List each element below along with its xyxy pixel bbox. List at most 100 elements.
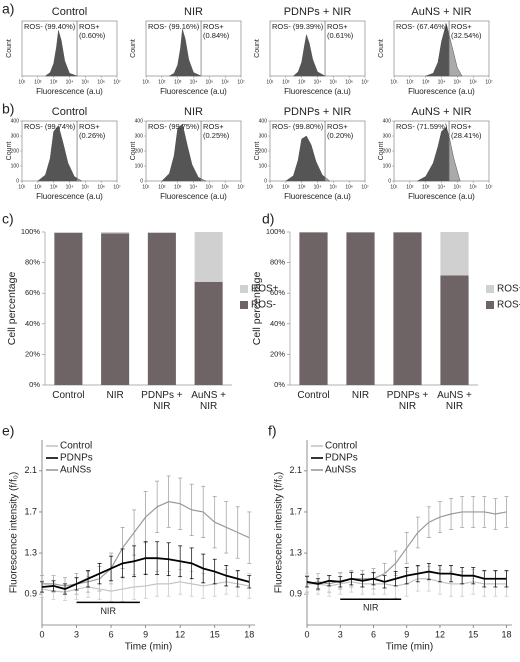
- series-line: [41, 557, 250, 590]
- x-tick-label: 15: [468, 629, 478, 639]
- x-tick-label: 10⁵: [330, 79, 338, 85]
- x-tick-label: 10⁴: [190, 79, 198, 85]
- x-tick-label: 10³: [298, 184, 306, 190]
- y-tick-label: 2.1: [289, 465, 302, 475]
- y-tick-label: 20%: [25, 349, 40, 358]
- y-tick-label: 300: [259, 133, 268, 139]
- legend-swatch: [240, 285, 248, 293]
- x-tick-label: 10⁶: [345, 79, 353, 85]
- gate-label: (0.25%): [203, 131, 230, 140]
- x-tick-label: 9: [404, 629, 409, 639]
- x-tick-label: 10⁷: [485, 79, 493, 85]
- x-tick-label: 10¹: [18, 79, 26, 85]
- x-tick-label: 10¹: [142, 184, 150, 190]
- x-tick-label: 10²: [282, 79, 290, 85]
- y-tick-label: 60%: [25, 288, 40, 297]
- x-tick-label: 10⁴: [438, 184, 446, 190]
- gate-label: ROS+: [327, 22, 348, 31]
- gate-label: ROS+: [451, 122, 472, 131]
- y-axis-label: Fluorescence intensity (f/f₀): [9, 472, 20, 593]
- bar-segment: [101, 232, 130, 234]
- bar-segment: [440, 275, 469, 385]
- x-tick-label: 10⁴: [438, 79, 446, 85]
- x-tick-label: 10⁵: [330, 184, 338, 190]
- panel-label: b): [2, 101, 14, 117]
- x-tick-label: 10⁷: [485, 184, 493, 190]
- x-tick-label-box: PDNPs + NIR: [141, 390, 183, 412]
- y-tick-label: 0.9: [289, 589, 302, 599]
- y-axis-label: Cell percentage: [251, 272, 263, 346]
- bar-segment: [346, 232, 375, 385]
- x-tick-label: PDNPs + NIR: [386, 390, 429, 412]
- x-tick-label: AuNS + NIR: [437, 390, 472, 412]
- x-tick-label: 10²: [406, 184, 414, 190]
- gate-label: (0.20%): [327, 131, 354, 140]
- y-axis-label: Count: [378, 142, 385, 161]
- histogram-area: [168, 29, 202, 77]
- y-tick-label: 200: [11, 148, 20, 154]
- gate-label: (28.41%): [451, 131, 482, 140]
- panel-title: AuNS + NIR: [411, 6, 471, 18]
- y-tick-label: 100%: [21, 227, 41, 236]
- y-tick-label: 100: [11, 163, 20, 169]
- x-axis-label: Fluorescence (a.u): [408, 87, 475, 96]
- x-tick-label: 10⁵: [454, 184, 462, 190]
- x-tick-label: 15: [210, 629, 220, 639]
- x-tick-label-box: Control: [52, 390, 84, 401]
- x-tick-label-box: PDNPs + NIR: [386, 390, 429, 412]
- x-tick-label: 10²: [282, 184, 290, 190]
- x-tick-label: Control: [297, 390, 330, 401]
- x-tick-label: 10³: [50, 79, 58, 85]
- x-axis-label: Time (min): [125, 642, 172, 653]
- x-axis-label: Fluorescence (a.u): [36, 192, 103, 201]
- x-tick-label: 10⁵: [82, 79, 90, 85]
- y-tick-label: 40%: [25, 319, 40, 328]
- panel-title: PDNPs + NIR: [284, 6, 352, 18]
- x-tick-label: 0: [39, 629, 44, 639]
- bar-segment: [299, 232, 328, 385]
- y-tick-label: 1.7: [289, 506, 302, 516]
- panel-title: Control: [52, 106, 87, 118]
- y-tick-label: 200: [259, 148, 268, 154]
- legend-label: AuNSs: [325, 465, 356, 476]
- x-tick-label: 6: [109, 629, 114, 639]
- y-axis-label: Fluorescence intensity (f/f₀): [274, 472, 285, 593]
- x-tick-label-box: AuNS + NIR: [437, 390, 472, 412]
- y-tick-label: 80%: [25, 258, 40, 267]
- y-axis-label: Count: [254, 39, 261, 58]
- bar-segment: [440, 232, 469, 276]
- y-tick-label: 0%: [29, 380, 40, 389]
- gate-label: (0.84%): [203, 31, 230, 40]
- x-axis-label: Fluorescence (a.u): [160, 87, 227, 96]
- gate-label: ROS- (99.80%): [272, 122, 324, 131]
- bar-segment: [194, 232, 223, 282]
- x-tick-label: 10⁴: [66, 184, 74, 190]
- x-tick-label: AuNS + NIR: [191, 390, 226, 412]
- gate-label: ROS- (67.46%): [396, 22, 448, 31]
- x-tick-label: 10⁷: [361, 184, 369, 190]
- y-tick-label: 100: [383, 163, 392, 169]
- legend-label: ROS+: [497, 284, 520, 295]
- bar-segment: [393, 232, 422, 385]
- bar-segment: [147, 232, 176, 233]
- gate-label: ROS+: [203, 122, 224, 131]
- y-tick-label: 300: [383, 133, 392, 139]
- x-axis-label: Time (min): [386, 642, 433, 653]
- x-tick-label: 10³: [174, 79, 182, 85]
- legend-swatch: [486, 285, 494, 293]
- x-tick-label: 3: [338, 629, 343, 639]
- x-tick-label: PDNPs + NIR: [141, 390, 183, 412]
- x-tick-label: 12: [175, 629, 185, 639]
- histogram-area: [37, 124, 83, 182]
- y-tick-label: 0: [16, 178, 19, 184]
- legend-label: ROS+: [251, 284, 279, 295]
- y-tick-label: 80%: [270, 258, 285, 267]
- x-tick-label: 0: [304, 629, 309, 639]
- x-tick-label: 12: [435, 629, 445, 639]
- bar-segment: [194, 281, 223, 385]
- histogram-area: [161, 123, 206, 182]
- x-tick-label: 10⁵: [454, 79, 462, 85]
- x-tick-label: 10²: [158, 184, 166, 190]
